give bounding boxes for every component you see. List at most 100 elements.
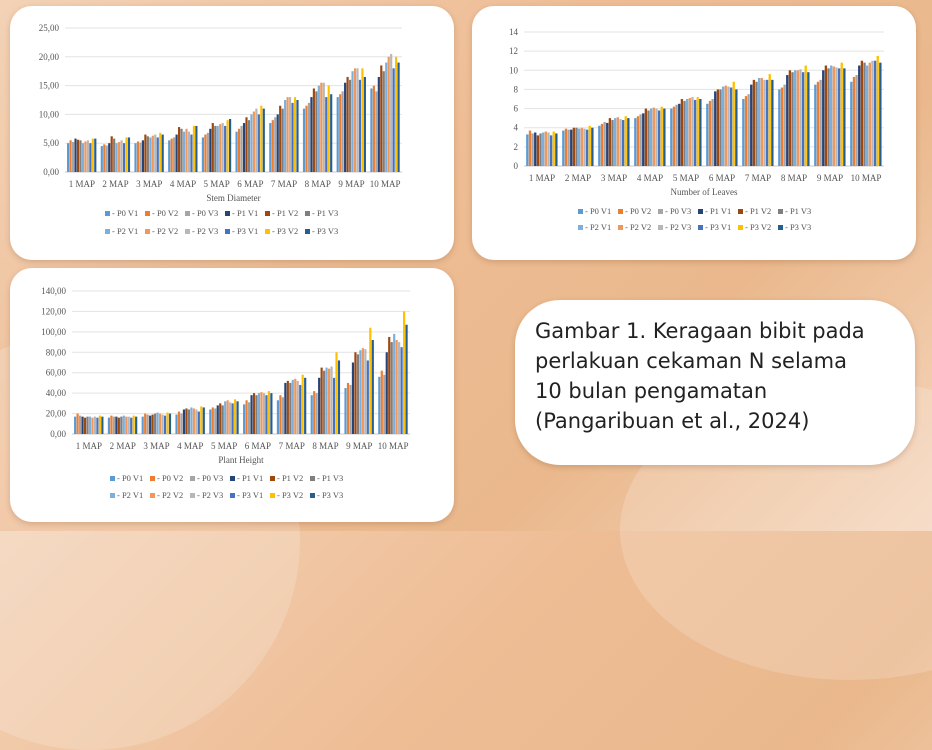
bar [180,128,183,172]
bar [214,125,217,172]
x-tick-label: 1 MAP [76,441,102,451]
bar [325,367,328,434]
bar [819,79,822,166]
bar [255,108,258,172]
legend-label: - P2 V3 [197,490,223,500]
bar [247,402,251,434]
bar [804,65,807,166]
bar [385,352,388,434]
x-axis-title: Plant Height [218,455,264,465]
bar [161,414,164,434]
bar [799,69,802,166]
bar [794,70,797,166]
bar [112,416,115,434]
legend-swatch [738,225,743,230]
bar [67,143,70,172]
bar [81,143,85,172]
bar [134,143,137,172]
legend-label: - P1 V3 [785,206,811,216]
bar [858,65,861,166]
bar [103,144,106,172]
bar [603,121,606,166]
legend-label: - P2 V1 [112,226,138,236]
bar [771,79,774,166]
legend-swatch [778,209,783,214]
bar [284,100,287,172]
bar [634,118,637,166]
bar [206,132,209,172]
bar [108,143,111,172]
bar [110,415,113,434]
bar [755,81,758,166]
bar [173,137,176,172]
stem-diameter-chart-card: 0,00 5,00 10,00 15,00 20,00 25,00 1 MAP 2 MAP 3 … [10,6,454,260]
bar [127,416,130,434]
bar [750,84,753,166]
bar [816,81,820,166]
bar [159,132,162,172]
legend-label: - P3 V2 [272,226,298,236]
bar [369,327,372,434]
bar [636,116,640,166]
legend-swatch [110,476,115,481]
legend-label: - P0 V1 [112,208,138,218]
bar [330,94,333,172]
bar [76,139,80,172]
bar [252,393,256,434]
bar [727,86,730,166]
legend-label: - P3 V2 [277,490,303,500]
x-tick-label: 5 MAP [204,179,230,189]
bar [236,401,239,434]
bar [791,72,794,166]
bar [744,96,748,166]
bar [570,129,573,166]
bar [279,105,282,172]
bar [675,104,678,166]
bar [240,125,243,172]
x-tick-label: 6 MAP [245,441,271,451]
x-tick-label: 8 MAP [312,441,338,451]
legend-label: - P3 V1 [237,490,263,500]
bar [385,62,388,173]
bar [185,128,188,172]
legend-swatch [110,493,115,498]
legend-label: - P2 V1 [585,222,611,232]
bar [724,85,727,166]
bar [650,108,653,166]
bar [146,414,149,434]
x-tick-label: 6 MAP [709,173,735,183]
bar [879,62,882,166]
bar [364,349,367,434]
bar [156,137,159,172]
y-tick-label: 100,00 [41,327,66,337]
bar [141,416,144,434]
legend-swatch [310,476,315,481]
bar [332,377,336,434]
bar [552,131,555,166]
bar [315,91,318,172]
legend-swatch [190,476,195,481]
x-tick-label: 1 MAP [529,173,555,183]
bar [619,119,622,166]
bar [531,133,534,166]
bar [81,416,84,434]
bar [187,131,191,172]
bar [113,138,116,172]
y-tick-label: 60,00 [46,368,67,378]
bar [234,399,237,434]
bar [260,392,263,434]
legend-swatch [618,209,623,214]
bar [96,417,99,434]
bar [760,77,763,166]
bar [192,408,195,434]
bar [74,416,77,434]
bar [346,382,350,434]
legend-label: - P1 V2 [277,473,303,483]
x-axis-title: Number of Leaves [671,187,738,197]
y-tick-label: 10 [509,65,519,75]
bar [307,102,311,172]
bar [855,75,858,166]
bar [796,70,799,166]
bar [398,342,401,434]
bar [115,416,118,434]
